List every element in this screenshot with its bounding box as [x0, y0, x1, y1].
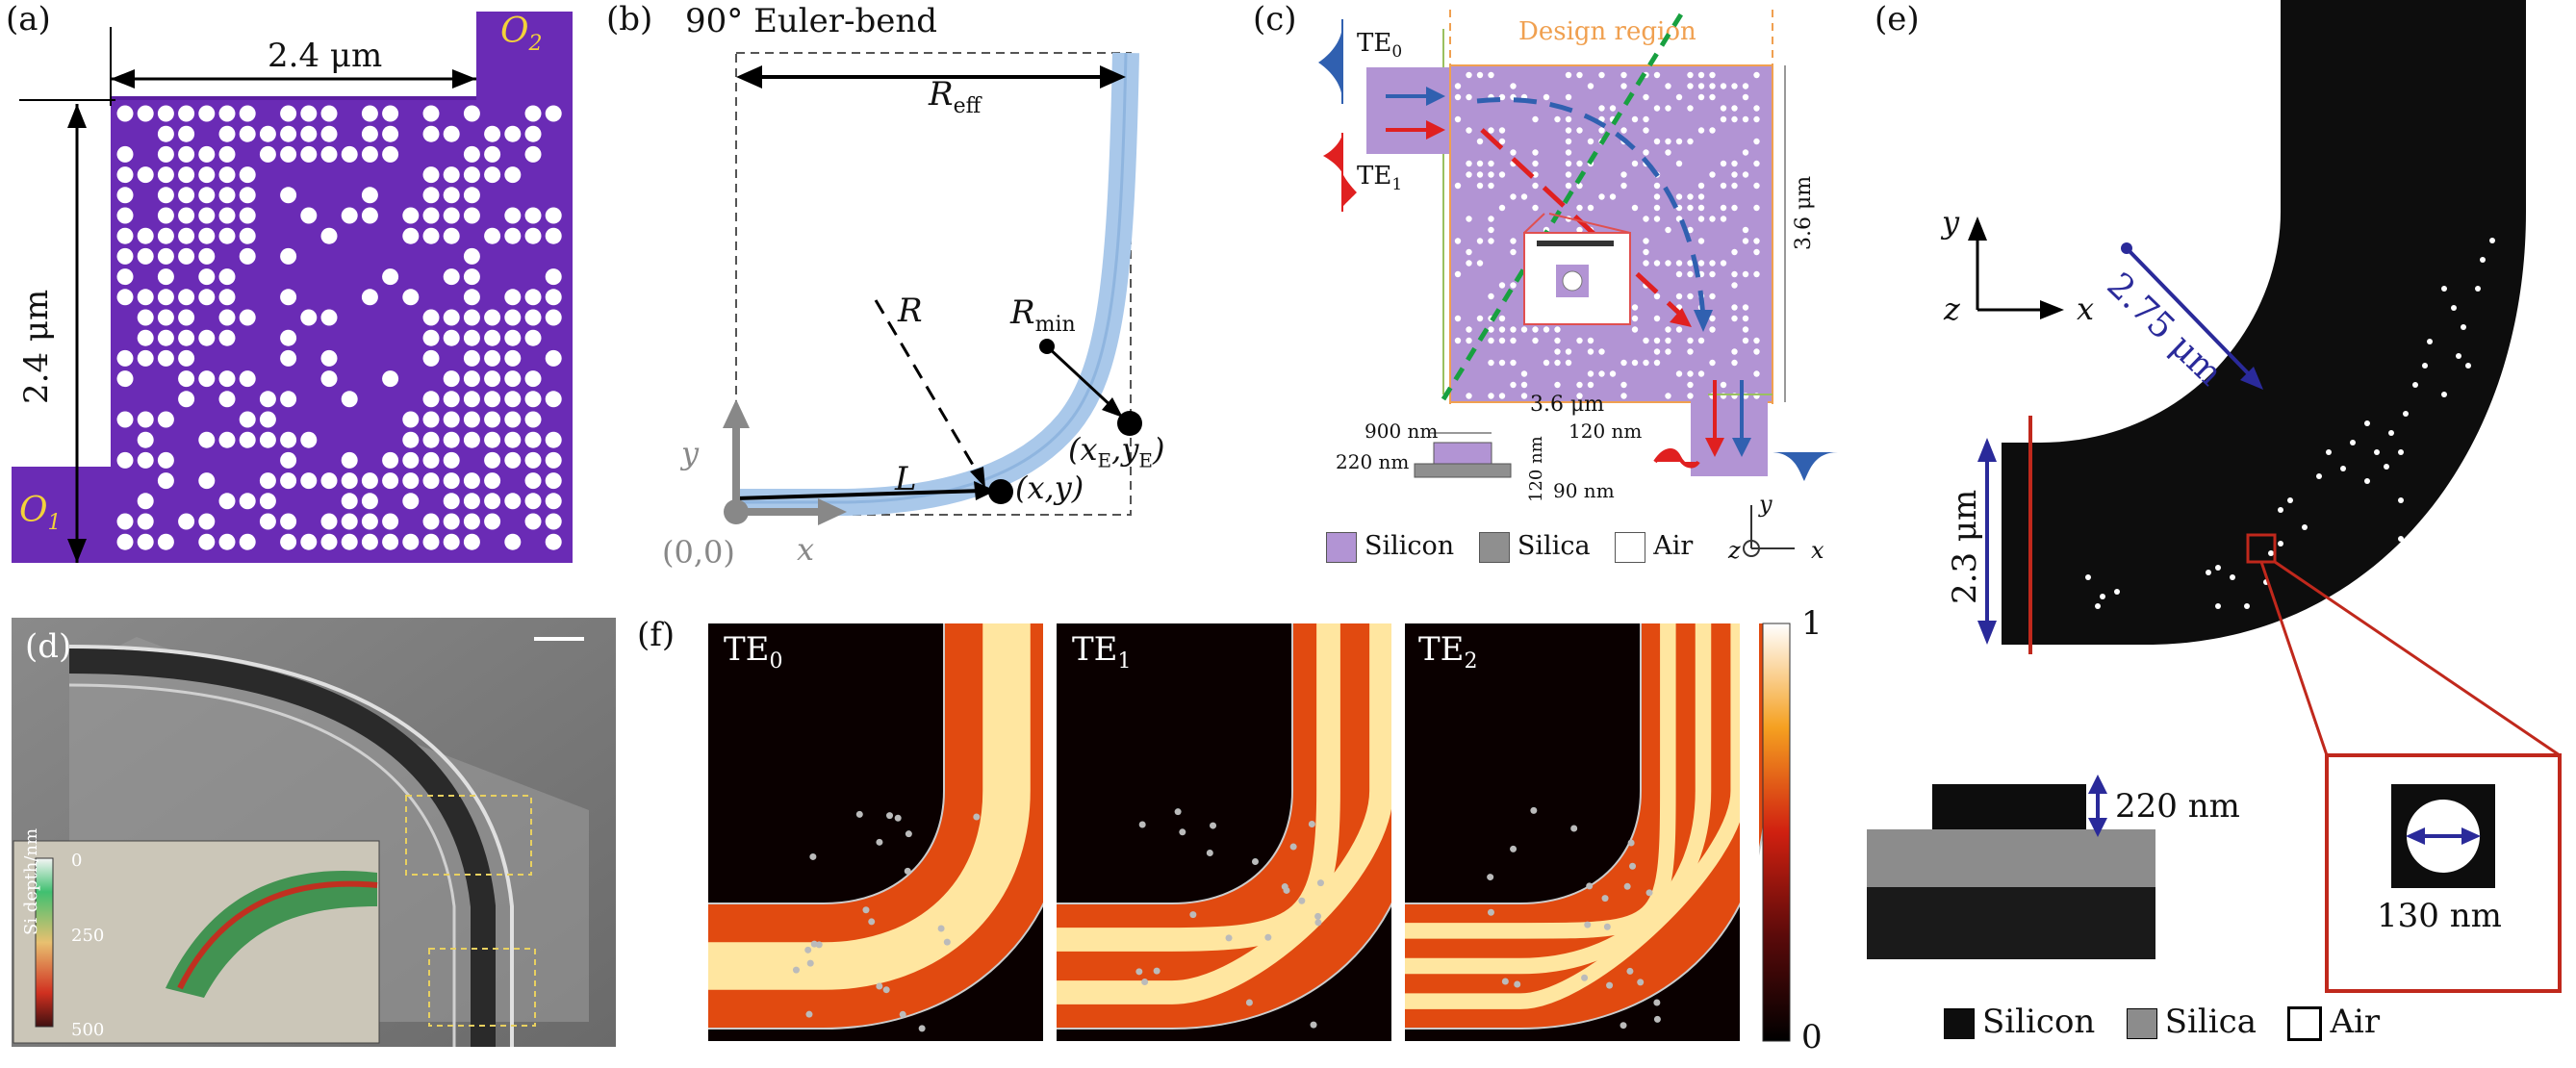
panel-f-label: (f) — [637, 616, 676, 654]
e-axis-x: x — [2077, 291, 2095, 327]
dim-90nm: 90 nm — [1553, 479, 1615, 502]
te1-input-label: TE1 — [1357, 162, 1403, 195]
c-axis-x: x — [1811, 537, 1824, 564]
c-axis-z: z — [1728, 537, 1741, 564]
colorbar-min-label: 0 — [1801, 1018, 1823, 1056]
mode-label-te2: TE2 — [1418, 630, 1478, 674]
panel-c-axes — [1743, 505, 1795, 557]
panel-a-inverse-design-pattern — [12, 12, 573, 563]
l-label: L — [895, 460, 917, 498]
panel-e-bend-structure — [1867, 0, 2562, 993]
width-label: 2.3 μm — [1946, 489, 1984, 604]
depth-tick-500: 500 — [71, 1020, 105, 1040]
field-map-1 — [1057, 618, 1418, 1047]
panel-d-sem-image — [12, 618, 616, 1047]
panel-f-field-maps — [708, 618, 1791, 1047]
colorbar-max-label: 1 — [1801, 604, 1823, 643]
r-label: R — [898, 292, 923, 330]
c-axis-y: y — [1759, 491, 1773, 518]
dim-120nm-b: 120 nm — [1526, 436, 1546, 502]
panel-a-width-label: 2.4 μm — [268, 37, 383, 75]
bent-waveguide — [2002, 0, 2526, 645]
panel-c-legend: Silicon Silica Air — [1326, 531, 1693, 563]
thickness-label: 220 nm — [2115, 787, 2240, 826]
panel-a-height-label: 2.4 μm — [17, 289, 56, 404]
panel-e-legend: Silicon Silica Air — [1944, 1003, 2380, 1041]
silicon-layer — [1932, 784, 2086, 829]
depth-tick-0: 0 — [71, 851, 83, 871]
dim-3-6-vertical: 3.6 μm — [1792, 175, 1816, 250]
depth-tick-250: 250 — [71, 926, 105, 946]
xy-label: (x,y) — [1015, 470, 1084, 506]
etched-holes — [116, 105, 562, 550]
panel-b-label: (b) — [606, 0, 653, 38]
field-map-2 — [1405, 618, 1767, 1047]
legend-silica: Silica — [1517, 531, 1591, 561]
silica-layer — [1867, 829, 2155, 887]
legend-air: Air — [1653, 531, 1694, 561]
mode-label-te1: TE1 — [1072, 630, 1132, 674]
depth-colorbar-title: Si depth/nm — [21, 827, 41, 935]
e-legend-air: Air — [2330, 1003, 2381, 1041]
te0-input-label: TE0 — [1357, 29, 1403, 63]
b-axis-y-label: y — [681, 435, 700, 471]
hole-diameter-label: 130 nm — [2377, 897, 2502, 935]
dim-3-6-horizontal: 3.6 μm — [1530, 393, 1605, 417]
panel-c-label: (c) — [1253, 0, 1297, 38]
dim-220nm: 220 nm — [1336, 450, 1410, 473]
end-point-marker — [1117, 411, 1142, 436]
panel-e-label: (e) — [1875, 0, 1920, 38]
point-xy-marker — [988, 479, 1013, 504]
origin-marker — [724, 499, 749, 524]
panel-a-label: (a) — [6, 0, 51, 38]
panel-d-label: (d) — [25, 627, 72, 666]
bounding-box — [735, 52, 1132, 516]
panel-b-title: 90° Euler-bend — [685, 2, 938, 40]
panel-b-euler-bend-diagram — [723, 52, 1142, 525]
legend-silicon: Silicon — [1365, 531, 1455, 561]
dim-900nm: 900 nm — [1365, 420, 1439, 443]
port-o1-label: O1 — [19, 491, 62, 536]
symmetry-diagonal — [1441, 10, 1687, 401]
mode-label-te0: TE0 — [724, 630, 783, 674]
field-map-0 — [708, 618, 1070, 1047]
port-o2-label: O2 — [500, 12, 543, 57]
origin-label: (0,0) — [662, 534, 735, 571]
hole-zoom-box — [2325, 753, 2562, 993]
b-axis-x-label: x — [797, 531, 815, 568]
scale-bar — [534, 637, 584, 641]
e-axis-z: z — [1944, 291, 1960, 327]
reff-label: Reff — [929, 75, 982, 118]
e-legend-silica: Silica — [2164, 1003, 2257, 1041]
dim-120nm-a: 120 nm — [1569, 420, 1643, 443]
field-colorbar — [1762, 623, 1791, 1042]
e-axis-y: y — [1942, 204, 1960, 241]
rmin-label: Rmin — [1010, 293, 1076, 337]
xe-ye-label: (xE,yE) — [1068, 431, 1165, 472]
panel-c-mode-converter-diagram — [1318, 10, 1838, 481]
e-legend-silicon: Silicon — [1982, 1003, 2096, 1041]
